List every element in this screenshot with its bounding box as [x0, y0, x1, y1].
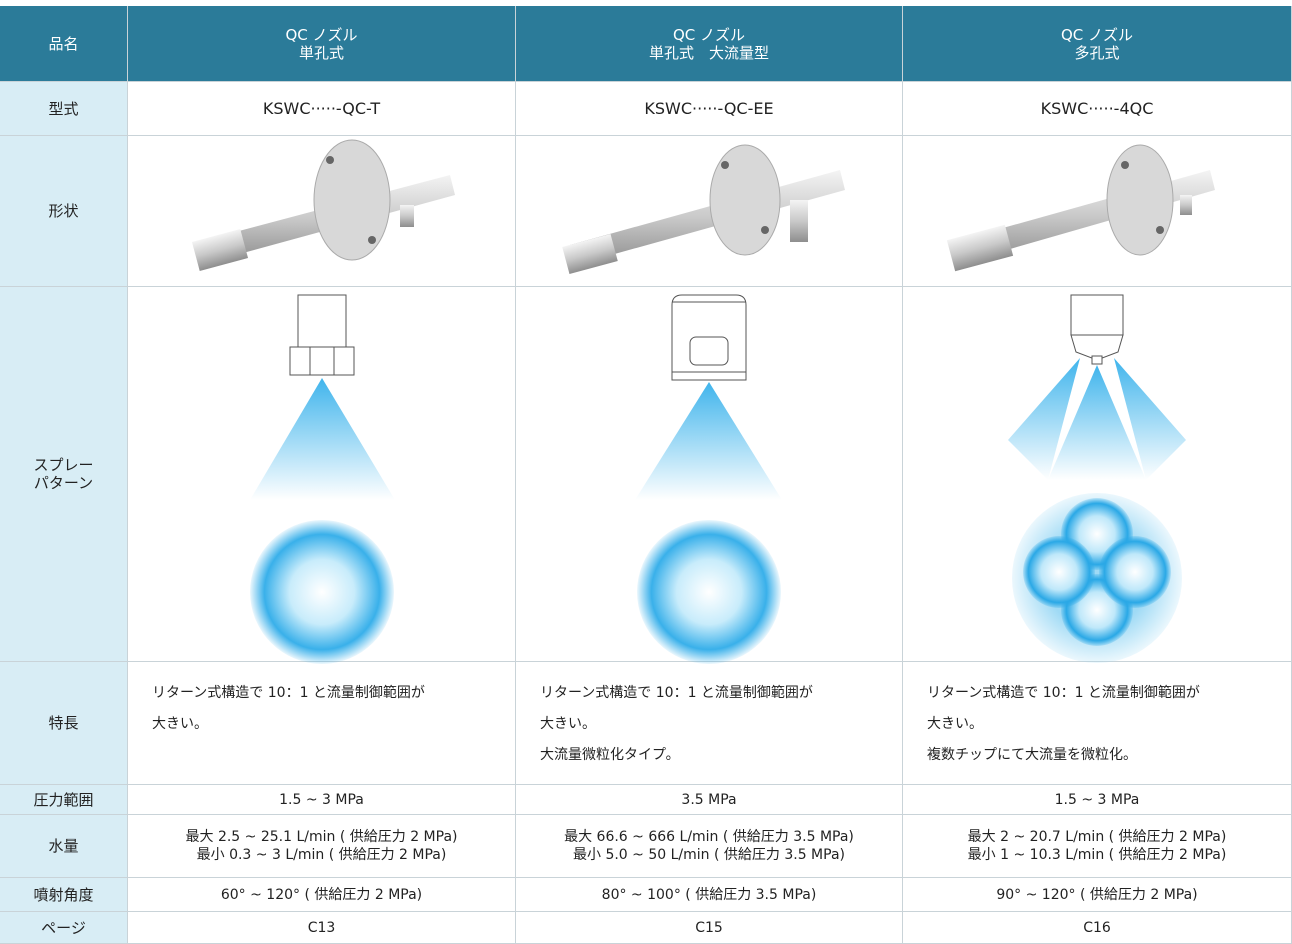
text-line: 60° ~ 120° ( 供給圧力 2 MPa): [220, 886, 423, 903]
nozzle-photo: [946, 144, 1215, 272]
text-line: スプレー: [33, 456, 94, 474]
text-line: 80° ~ 100° ( 供給圧力 3.5 MPa): [601, 886, 817, 903]
data-cell: KSWC·····-QC-EE: [516, 82, 903, 136]
text-line: リターン式構造で 10：1 と流量制御範囲が: [540, 685, 813, 701]
text-line: 最大 2 ~ 20.7 L/min ( 供給圧力 2 MPa): [967, 829, 1227, 845]
text-line: リターン式構造で 10：1 と流量制御範囲が: [927, 685, 1200, 701]
data-cell: リターン式構造で 10：1 と流量制御範囲が 大きい。大流量微粒化タイプ。: [516, 662, 903, 785]
text-line: C13: [307, 919, 336, 936]
data-cell: リターン式構造で 10：1 と流量制御範囲が 大きい。複数チップにて大流量を微粒化…: [903, 662, 1292, 785]
data-cell: KSWC·····-QC-T: [128, 82, 516, 136]
text-line: ページ: [41, 918, 86, 937]
text-line: 最小 1 ~ 10.3 L/min ( 供給圧力 2 MPa): [967, 847, 1227, 863]
row-label: ページ: [0, 912, 128, 944]
text-line: 単孔式 大流量型: [648, 43, 769, 62]
text-line: 1.5 ~ 3 MPa: [1054, 791, 1140, 808]
text-line: C16: [1083, 919, 1111, 936]
nozzle-photo: [562, 144, 845, 274]
header-cell: QC ノズル 単孔式 大流量型: [516, 6, 903, 82]
text-line: C15: [695, 919, 723, 936]
text-line: KSWC·····-QC-EE: [644, 98, 774, 118]
nozzle-photo: [191, 139, 455, 271]
text-line: QC ノズル: [672, 25, 746, 44]
text-line: QC ノズル: [1060, 25, 1134, 44]
text-line: リターン式構造で 10：1 と流量制御範囲が: [152, 685, 425, 701]
text-line: 最大 66.6 ~ 666 L/min ( 供給圧力 3.5 MPa): [564, 829, 854, 845]
text-line: 噴射角度: [33, 885, 94, 904]
text-line: 大きい。: [152, 716, 208, 732]
text-line: 90° ~ 120° ( 供給圧力 2 MPa): [996, 886, 1198, 903]
text-line: KSWC·····-QC-T: [262, 98, 381, 118]
text-line: 品名: [48, 34, 79, 53]
text-line: 形状: [48, 202, 79, 220]
data-cell: 3.5 MPa: [516, 785, 903, 815]
data-cell: リターン式構造で 10：1 と流量制御範囲が 大きい。: [128, 662, 516, 785]
data-cell: 80° ~ 100° ( 供給圧力 3.5 MPa): [516, 878, 903, 912]
row-label: スプレー パターン: [0, 287, 128, 662]
text-line: 最小 0.3 ~ 3 L/min ( 供給圧力 2 MPa): [196, 847, 447, 863]
row-label: 水量: [0, 815, 128, 878]
row-label: 噴射角度: [0, 878, 128, 912]
text-line: 大きい。: [540, 716, 596, 732]
data-cell: 60° ~ 120° ( 供給圧力 2 MPa): [128, 878, 516, 912]
text-line: 大流量微粒化タイプ。: [540, 747, 680, 763]
text-line: KSWC·····-4QC: [1040, 98, 1154, 118]
header-cell: 品名: [0, 6, 128, 82]
row-label: 型式: [0, 82, 128, 136]
text-line: 最小 5.0 ~ 50 L/min ( 供給圧力 3.5 MPa): [573, 847, 845, 863]
row-label: 圧力範囲: [0, 785, 128, 815]
header-cell: QC ノズル 多孔式: [903, 6, 1292, 82]
text-line: 最大 2.5 ~ 25.1 L/min ( 供給圧力 2 MPa): [185, 829, 458, 845]
text-line: QC ノズル: [285, 25, 358, 44]
text-line: 水量: [48, 837, 79, 855]
spray-pattern: [635, 294, 782, 664]
text-line: 特長: [48, 714, 79, 732]
text-line: 大きい。: [927, 716, 983, 732]
spray-pattern: [1008, 294, 1186, 663]
data-cell: 1.5 ~ 3 MPa: [128, 785, 516, 815]
spray-pattern: [250, 294, 395, 664]
data-cell: 最大 66.6 ~ 666 L/min ( 供給圧力 3.5 MPa) 最小 5.…: [516, 815, 903, 878]
data-cell: 最大 2.5 ~ 25.1 L/min ( 供給圧力 2 MPa) 最小 0.3 …: [128, 815, 516, 878]
text-line: 多孔式: [1074, 43, 1120, 62]
header-cell: QC ノズル 単孔式: [128, 6, 516, 82]
data-cell: 最大 2 ~ 20.7 L/min ( 供給圧力 2 MPa) 最小 1 ~ 10…: [903, 815, 1292, 878]
row-label: 特長: [0, 662, 128, 785]
data-cell: [128, 136, 516, 287]
text-line: 単孔式: [298, 43, 344, 62]
row-label: 形状: [0, 136, 128, 287]
text-line: 圧力範囲: [33, 790, 94, 809]
text-line: 3.5 MPa: [681, 791, 737, 808]
data-cell: [516, 136, 903, 287]
text-line: 複数チップにて大流量を微粒化。: [927, 747, 1137, 763]
text-line: パターン: [33, 474, 94, 492]
text-line: 1.5 ~ 3 MPa: [279, 791, 364, 808]
text-line: 型式: [48, 99, 79, 118]
